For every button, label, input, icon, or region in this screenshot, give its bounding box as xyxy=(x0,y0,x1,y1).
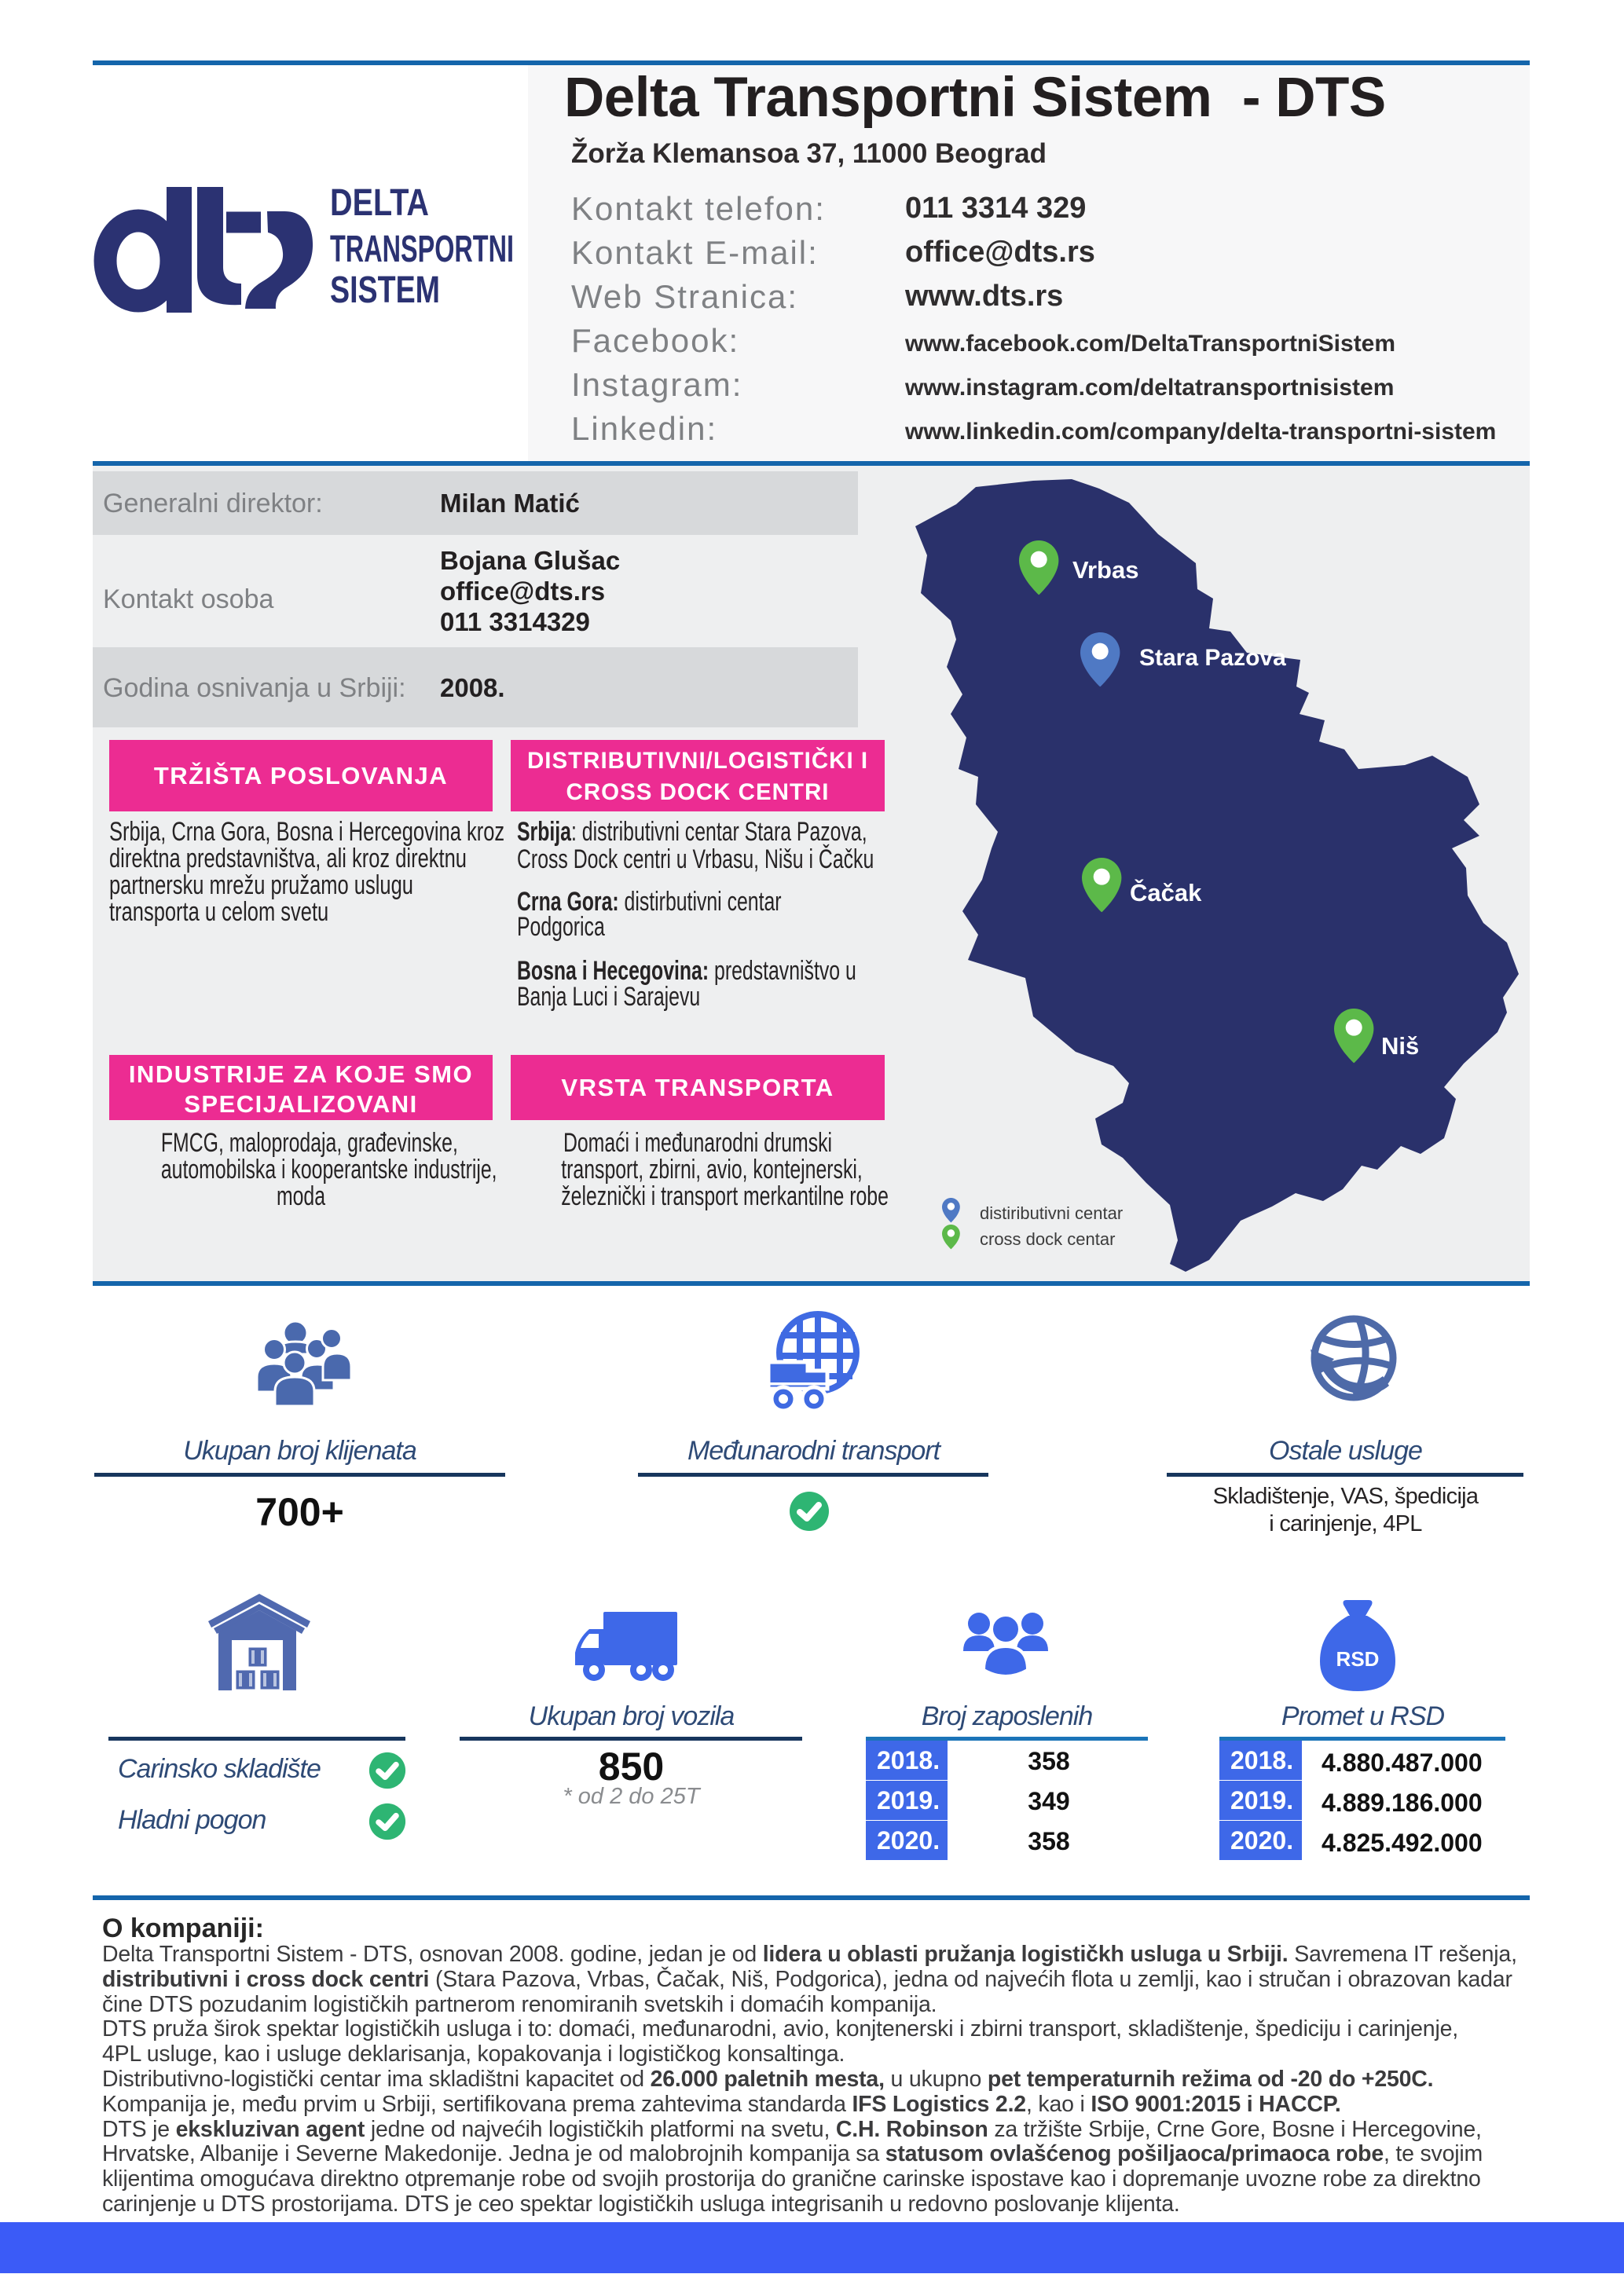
svg-text:Niš: Niš xyxy=(1381,1032,1419,1060)
svg-text:distiributivni centar: distiributivni centar xyxy=(980,1203,1123,1223)
svg-text:SISTEM: SISTEM xyxy=(330,269,440,311)
svg-text:Stara Pazova: Stara Pazova xyxy=(1139,645,1286,671)
svg-text:DELTA: DELTA xyxy=(330,182,429,224)
svg-text:Vrbas: Vrbas xyxy=(1072,556,1138,584)
svg-text:TRANSPORTNI: TRANSPORTNI xyxy=(330,229,514,270)
svg-text:RSD: RSD xyxy=(1336,1647,1380,1671)
svg-text:Čačak: Čačak xyxy=(1130,878,1202,906)
svg-text:cross dock centar: cross dock centar xyxy=(980,1229,1115,1249)
